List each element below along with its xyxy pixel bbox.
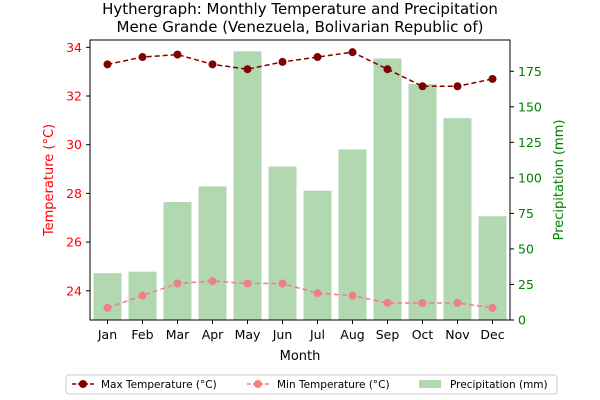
- chart-title-line-1: Hythergraph: Monthly Temperature and Pre…: [102, 0, 498, 18]
- legend-marker-min-temp: [254, 380, 262, 388]
- max-temp-point-jan: [103, 60, 112, 69]
- min-temp-point-sep: [383, 298, 392, 307]
- temperature-axis: 24 26 28 30 32 34: [66, 40, 90, 298]
- y-right-tick-label: 175: [518, 64, 542, 79]
- precip-bar-jan: [93, 273, 122, 320]
- y-right-tick-label: 150: [518, 99, 542, 114]
- precip-bar-sep: [373, 58, 402, 320]
- x-tick-label: Aug: [340, 327, 364, 342]
- x-tick-label: Jul: [309, 327, 325, 342]
- legend-label-precip: Precipitation (mm): [450, 379, 548, 391]
- x-tick-label: Sep: [376, 327, 400, 342]
- precip-bar-oct: [408, 84, 437, 320]
- precip-bar-dec: [478, 216, 507, 320]
- max-temp-point-feb: [138, 53, 147, 62]
- precip-bar-jun: [268, 166, 297, 320]
- max-temp-line: [107, 51, 493, 88]
- y-axis-left-label: Temperature (°C): [42, 124, 57, 237]
- x-tick-label: Nov: [445, 327, 470, 342]
- legend-item-precip: Precipitation (mm): [419, 379, 548, 391]
- x-axis: Jan Feb Mar Apr May Jun Jul Aug Sep Oct Nov Dec: [97, 320, 505, 342]
- max-temp-point-aug: [348, 48, 357, 57]
- precip-bar-jul: [303, 190, 332, 320]
- y-left-tick-label: 26: [66, 235, 82, 250]
- y-right-tick-label: 75: [518, 206, 534, 221]
- max-temp-point-mar: [173, 50, 182, 59]
- precipitation-bars: [93, 51, 507, 321]
- precip-bar-apr: [198, 186, 227, 320]
- x-tick-label: Dec: [480, 327, 504, 342]
- precip-bar-mar: [163, 202, 192, 320]
- max-temp-point-dec: [488, 74, 497, 83]
- min-temp-point-jun: [278, 279, 287, 288]
- x-axis-label: Month: [280, 349, 321, 364]
- precip-bar-may: [233, 51, 262, 321]
- y-right-tick-label: 125: [518, 135, 542, 150]
- plot-frame: [89, 39, 511, 321]
- y-left-tick-label: 34: [66, 40, 82, 55]
- max-temp-point-jul: [313, 53, 322, 62]
- max-temp-point-sep: [383, 65, 392, 74]
- chart-title-line-2: Mene Grande (Venezuela, Bolivarian Repub…: [117, 18, 484, 36]
- min-temp-point-aug: [348, 291, 357, 300]
- x-tick-label: Jun: [272, 327, 293, 342]
- temperature-lines: [103, 48, 497, 312]
- y-right-tick-label: 100: [518, 170, 542, 185]
- max-temp-point-jun: [278, 57, 287, 66]
- legend-swatch-precip: [419, 380, 441, 388]
- legend-item-max-temp: Max Temperature (°C): [72, 379, 217, 391]
- x-tick-label: May: [235, 327, 261, 342]
- min-temp-point-mar: [173, 279, 182, 288]
- min-temp-point-jul: [313, 289, 322, 298]
- legend-label-max-temp: Max Temperature (°C): [101, 379, 217, 391]
- y-left-tick-label: 30: [66, 137, 82, 152]
- min-temp-point-jan: [103, 303, 112, 312]
- precipitation-axis: 0 25 50 75 100 125 150 175: [510, 64, 542, 328]
- precip-bar-nov: [443, 118, 472, 320]
- y-axis-right-label: Precipitation (mm): [552, 120, 567, 241]
- legend-item-min-temp: Min Temperature (°C): [247, 379, 390, 391]
- y-left-tick-label: 28: [66, 186, 82, 201]
- min-temp-point-nov: [453, 298, 462, 307]
- y-right-tick-label: 50: [518, 241, 534, 256]
- x-tick-label: Mar: [166, 327, 190, 342]
- x-tick-label: Oct: [412, 327, 434, 342]
- min-temp-line: [107, 280, 493, 309]
- max-temp-point-may: [243, 65, 252, 74]
- min-temp-point-apr: [208, 277, 217, 286]
- max-temp-point-oct: [418, 82, 427, 91]
- max-temp-point-apr: [208, 60, 217, 69]
- x-tick-label: Feb: [131, 327, 153, 342]
- min-temp-point-dec: [488, 303, 497, 312]
- min-temp-point-oct: [418, 298, 427, 307]
- y-right-tick-label: 25: [518, 277, 534, 292]
- x-tick-label: Apr: [202, 327, 224, 342]
- legend-marker-max-temp: [79, 380, 87, 388]
- legend-frame: [65, 374, 558, 395]
- precip-bar-aug: [338, 149, 367, 320]
- x-tick-label: Jan: [97, 327, 117, 342]
- min-temp-point-may: [243, 279, 252, 288]
- legend-label-min-temp: Min Temperature (°C): [277, 379, 390, 391]
- y-left-tick-label: 32: [66, 89, 82, 104]
- min-temp-point-feb: [138, 291, 147, 300]
- legend: Max Temperature (°C) Min Temperature (°C…: [65, 374, 558, 395]
- y-right-tick-label: 0: [518, 313, 526, 328]
- max-temp-point-nov: [453, 82, 462, 91]
- y-left-tick-label: 24: [66, 283, 82, 298]
